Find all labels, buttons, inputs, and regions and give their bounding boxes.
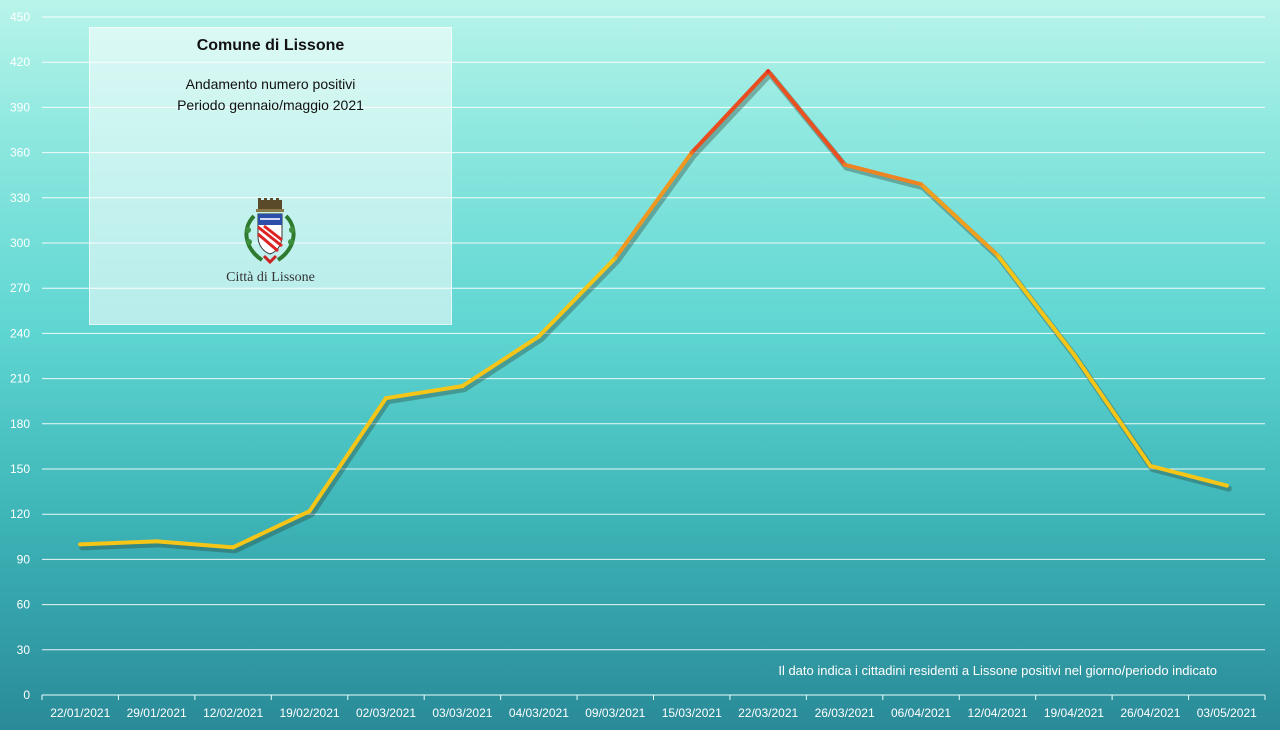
- series-segment: [383, 384, 465, 401]
- series-layer: [78, 69, 1232, 554]
- x-tick-label: 02/03/2021: [356, 706, 416, 720]
- x-tick-label: 12/02/2021: [203, 706, 263, 720]
- series-segment: [307, 396, 388, 514]
- y-tick-label: 390: [10, 100, 30, 114]
- y-tick-label: 60: [17, 598, 31, 612]
- data-point: [154, 539, 159, 544]
- x-tick-label: 12/04/2021: [967, 706, 1027, 720]
- y-tick-label: 30: [17, 643, 31, 657]
- subtitle-line-1: Andamento numero positivi: [185, 76, 356, 92]
- series-segment: [78, 539, 159, 547]
- x-axis-ticks: 22/01/2021 29/01/2021 12/02/2021 19/02/2021…: [41, 695, 1266, 720]
- data-point: [307, 509, 312, 514]
- y-tick-label: 210: [10, 372, 30, 386]
- data-point: [1148, 463, 1153, 468]
- series-segment: [842, 162, 924, 187]
- x-tick-label: 19/02/2021: [280, 706, 340, 720]
- y-tick-label: 150: [10, 462, 30, 476]
- y-tick-label: 90: [17, 552, 31, 566]
- x-tick-label: 29/01/2021: [127, 706, 187, 720]
- x-tick-label: 04/03/2021: [509, 706, 569, 720]
- lissone-coat-of-arms-icon: [244, 198, 296, 265]
- series-segment: [1148, 463, 1229, 488]
- y-tick-label: 360: [10, 146, 30, 160]
- series-segment: [460, 334, 541, 389]
- y-tick-label: 0: [23, 688, 30, 702]
- y-tick-label: 450: [10, 10, 30, 24]
- chart-title: Comune di Lissone: [196, 37, 345, 54]
- x-tick-label: 03/05/2021: [1197, 706, 1257, 720]
- subtitle-line-2: Periodo gennaio/maggio 2021: [177, 97, 364, 113]
- series-segment: [689, 69, 771, 155]
- series-segment: [536, 256, 618, 339]
- x-tick-label: 26/04/2021: [1120, 706, 1180, 720]
- data-point: [78, 542, 83, 547]
- x-tick-label: 15/03/2021: [662, 706, 722, 720]
- chart-title-box: Comune di Lissone Andamento numero posit…: [89, 27, 452, 325]
- y-tick-label: 240: [10, 326, 30, 340]
- chart-subtitle: Andamento numero positivi Periodo gennai…: [90, 74, 451, 116]
- data-point: [919, 182, 924, 187]
- data-point: [1071, 352, 1076, 357]
- chart-footnote: Il dato indica i cittadini residenti a L…: [778, 663, 1217, 678]
- y-tick-label: 180: [10, 417, 30, 431]
- data-point: [460, 384, 465, 389]
- x-tick-label: 06/04/2021: [891, 706, 951, 720]
- series-segment: [154, 539, 236, 550]
- data-point: [231, 545, 236, 550]
- y-tick-label: 120: [10, 507, 30, 521]
- data-point: [689, 150, 694, 155]
- y-tick-label: 270: [10, 281, 30, 295]
- data-point: [766, 69, 771, 74]
- x-tick-label: 26/03/2021: [815, 706, 875, 720]
- series-segment: [766, 69, 847, 167]
- series-segment: [919, 182, 1000, 258]
- y-tick-label: 300: [10, 236, 30, 250]
- series-segment: [231, 509, 312, 550]
- data-point: [995, 253, 1000, 258]
- x-tick-label: 22/01/2021: [50, 706, 110, 720]
- series-segment: [1071, 352, 1153, 468]
- x-tick-label: 03/03/2021: [432, 706, 492, 720]
- x-tick-label: 19/04/2021: [1044, 706, 1104, 720]
- data-point: [383, 396, 388, 401]
- x-tick-label: 22/03/2021: [738, 706, 798, 720]
- y-axis-ticks: 0 30 60 90 120 150 180 210 240 270 300 330 360 390 420…: [10, 10, 30, 702]
- series-segment: [995, 253, 1076, 357]
- data-point: [842, 162, 847, 167]
- y-tick-label: 330: [10, 191, 30, 205]
- data-point: [1224, 483, 1229, 488]
- y-tick-label: 420: [10, 55, 30, 69]
- x-tick-label: 09/03/2021: [585, 706, 645, 720]
- data-point: [536, 334, 541, 339]
- data-point: [613, 256, 618, 261]
- series-segment: [613, 150, 694, 261]
- logo-caption: Città di Lissone: [226, 270, 315, 285]
